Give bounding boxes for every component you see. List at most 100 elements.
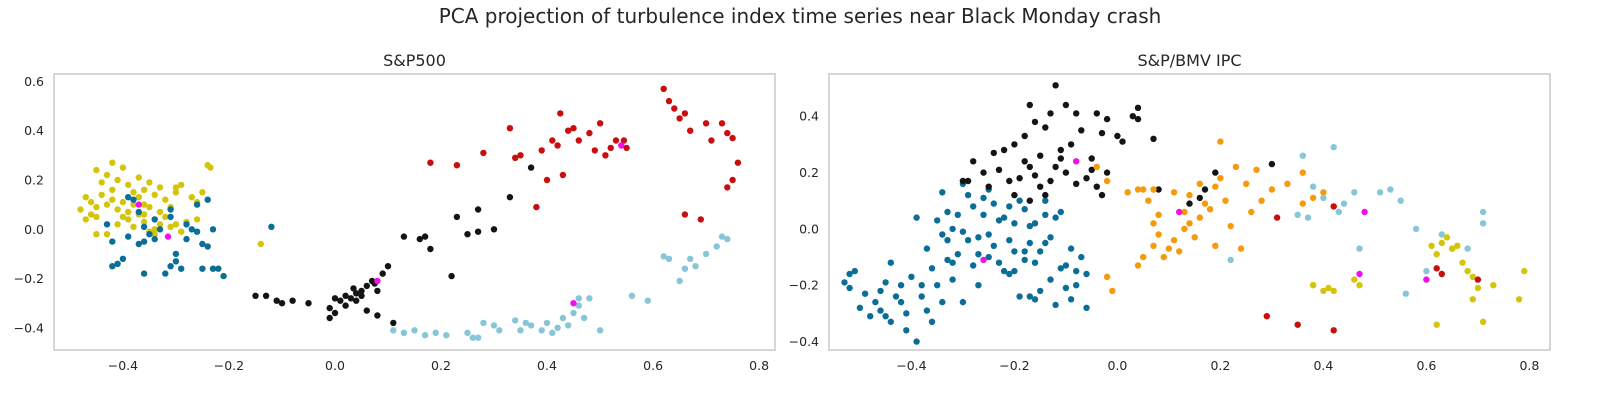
scatter-point	[959, 228, 967, 235]
scatter-point	[995, 166, 1003, 173]
scatter-point	[87, 211, 95, 218]
scatter-point	[172, 250, 180, 258]
scatter-point	[140, 218, 148, 226]
scatter-point	[156, 184, 164, 191]
scatter-point	[1356, 282, 1363, 289]
scatter-point	[1479, 220, 1487, 227]
scatter-point	[724, 184, 731, 191]
scatter-point	[1088, 155, 1095, 162]
scatter-point	[527, 164, 535, 171]
scatter-point	[353, 290, 360, 297]
scatter-point	[1150, 135, 1157, 142]
scatter-point	[114, 176, 121, 184]
scatter-point	[443, 332, 450, 339]
scatter-point	[1479, 208, 1487, 216]
scatter-point	[980, 194, 987, 202]
scatter-point	[135, 240, 142, 248]
x-tick-label: 0.6	[1416, 358, 1436, 373]
scatter-point	[1052, 301, 1059, 309]
scatter-point	[697, 216, 704, 223]
scatter-point	[1031, 118, 1039, 126]
scatter-point	[1042, 191, 1049, 199]
scatter-point	[390, 327, 397, 334]
scatter-point	[252, 292, 259, 299]
scatter-point	[93, 166, 100, 174]
scatter-point	[77, 206, 84, 213]
scatter-point	[220, 272, 227, 280]
scatter-point	[1067, 296, 1075, 303]
scatter-point	[872, 298, 879, 306]
scatter-point	[1449, 245, 1456, 252]
x-tick-label: 0.8	[749, 358, 769, 373]
scatter-point	[1150, 242, 1157, 249]
scatter-point	[1237, 245, 1245, 252]
scatter-point	[995, 259, 1003, 266]
scatter-point	[125, 216, 132, 223]
scatter-point	[167, 223, 174, 230]
scatter-point	[1243, 180, 1250, 187]
scatter-point	[464, 231, 471, 238]
scatter-point	[1129, 113, 1137, 120]
scatter-point	[207, 164, 214, 171]
scatter-point	[416, 235, 423, 243]
scatter-point	[178, 228, 185, 235]
scatter-point	[554, 324, 561, 331]
scatter-point	[146, 231, 153, 238]
scatter-point	[620, 137, 628, 144]
scatter-point	[533, 203, 540, 211]
scatter-point	[109, 196, 116, 203]
scatter-point	[162, 196, 169, 203]
scatter-point	[400, 329, 408, 336]
scatter-point	[681, 110, 689, 117]
scatter-point	[1000, 146, 1008, 154]
scatter-point	[1268, 186, 1276, 193]
scatter-point	[918, 282, 925, 289]
scatter-point	[591, 147, 598, 154]
scatter-point	[1515, 296, 1523, 303]
scatter-point	[427, 245, 434, 253]
scatter-point	[570, 309, 577, 317]
scatter-point	[681, 211, 689, 218]
scatter-point	[1459, 259, 1466, 266]
scatter-point	[98, 191, 105, 198]
scatter-point	[1186, 220, 1193, 227]
x-tick-label: 0.0	[325, 358, 345, 373]
scatter-point	[1109, 287, 1116, 295]
scatter-point	[1263, 313, 1271, 320]
scatter-point	[1088, 166, 1095, 173]
scatter-point	[1521, 267, 1528, 275]
scatter-point	[1356, 270, 1363, 278]
scatter-point	[448, 272, 455, 280]
scatter-point	[908, 273, 915, 280]
scatter-point	[1093, 183, 1101, 190]
scatter-point	[347, 295, 355, 302]
scatter-point	[151, 226, 158, 233]
scatter-point	[1026, 222, 1034, 230]
scatter-point	[995, 217, 1003, 224]
scatter-point	[130, 196, 137, 203]
scatter-point	[959, 298, 967, 306]
scatter-point	[268, 223, 275, 230]
scatter-point	[103, 221, 111, 228]
scatter-point	[1212, 169, 1219, 176]
x-tick-label: −0.4	[896, 358, 926, 373]
scatter-point	[1402, 290, 1410, 297]
scatter-point	[1217, 138, 1224, 145]
y-tick-label: −0.2	[789, 278, 819, 293]
scatter-point	[151, 191, 158, 198]
scatter-point	[103, 231, 111, 238]
y-tick-label: −0.4	[789, 334, 819, 349]
subplot-title: S&P/BMV IPC	[1137, 51, 1241, 70]
scatter-point	[114, 221, 121, 228]
scatter-point	[1021, 132, 1028, 140]
scatter-point	[98, 179, 105, 186]
scatter-point	[193, 201, 201, 208]
axes-frame	[53, 73, 776, 351]
scatter-point	[1083, 270, 1090, 278]
scatter-point	[209, 265, 217, 272]
scatter-point	[374, 312, 381, 319]
scatter-point	[1376, 189, 1384, 196]
x-tick-label: −0.2	[999, 358, 1029, 373]
scatter-point	[1474, 284, 1482, 292]
scatter-point	[140, 270, 148, 277]
